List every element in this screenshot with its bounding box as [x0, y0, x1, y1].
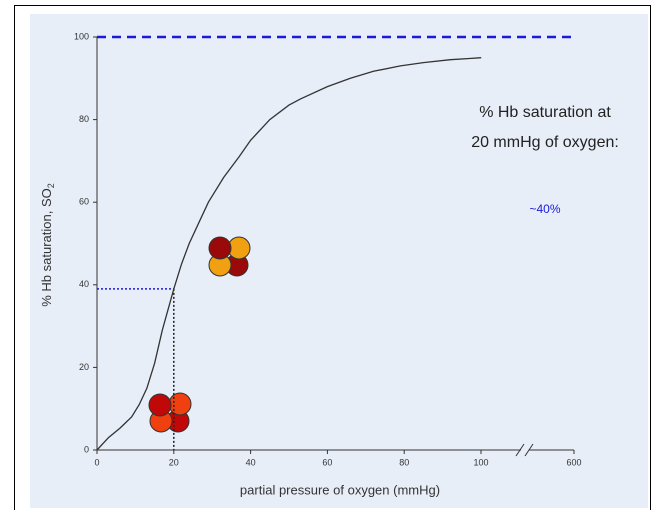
x-axis-label: partial pressure of oxygen (mmHg): [240, 482, 440, 497]
x-tick-label: 600: [566, 457, 581, 467]
x-tick-label: 80: [399, 457, 409, 467]
y-tick-label: 100: [74, 31, 89, 41]
annotation: % Hb saturation at: [479, 104, 611, 121]
y-tick-label: 0: [84, 444, 89, 454]
annotation: 20 mmHg of oxygen:: [471, 134, 619, 151]
y-tick-label: 40: [79, 279, 89, 289]
y-tick-label: 20: [79, 362, 89, 372]
x-tick-label: 40: [246, 457, 256, 467]
y-axis-label: % Hb saturation, SO2: [39, 183, 56, 307]
axis-break: [524, 443, 534, 457]
answer: ~40%: [529, 202, 560, 216]
axis-break-gap: [521, 447, 529, 453]
x-tick-label: 20: [169, 457, 179, 467]
molecule-oxy: [208, 236, 251, 277]
y-tick-label: 60: [79, 197, 89, 207]
y-axis-label-text: % Hb saturation, SO: [39, 188, 54, 307]
axis-break: [515, 443, 525, 457]
y-tick-label: 80: [79, 114, 89, 124]
panel: [30, 14, 648, 508]
x-tick-label: 60: [322, 457, 332, 467]
x-tick-label: 100: [473, 457, 488, 467]
curve: [96, 57, 482, 451]
y-axis-label-subscript: 2: [46, 183, 56, 188]
x-tick-label: 0: [94, 457, 99, 467]
